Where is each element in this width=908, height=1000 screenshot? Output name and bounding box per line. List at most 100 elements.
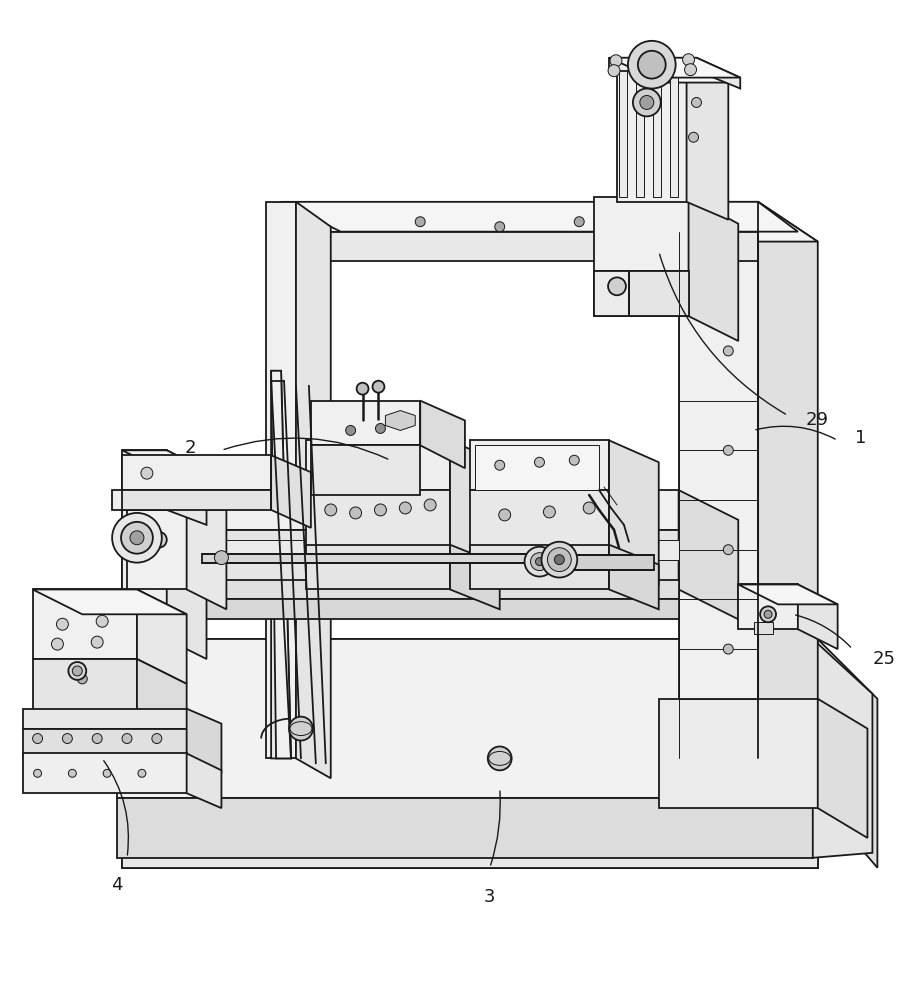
Polygon shape	[813, 639, 873, 858]
Circle shape	[633, 89, 661, 116]
Circle shape	[33, 734, 43, 744]
Polygon shape	[271, 371, 291, 758]
Polygon shape	[688, 197, 738, 341]
Circle shape	[685, 64, 696, 76]
Polygon shape	[670, 68, 677, 197]
Circle shape	[139, 537, 155, 553]
Polygon shape	[122, 490, 678, 530]
Polygon shape	[167, 490, 206, 525]
Polygon shape	[122, 798, 818, 868]
Polygon shape	[137, 589, 187, 684]
Polygon shape	[450, 545, 499, 609]
Circle shape	[637, 51, 666, 79]
Polygon shape	[738, 584, 798, 629]
Polygon shape	[678, 202, 818, 242]
Polygon shape	[33, 589, 187, 614]
Polygon shape	[738, 584, 838, 604]
Polygon shape	[112, 490, 167, 510]
Circle shape	[214, 551, 229, 565]
Circle shape	[608, 65, 620, 77]
Circle shape	[544, 506, 556, 518]
Polygon shape	[617, 63, 686, 202]
Circle shape	[91, 636, 104, 648]
Circle shape	[73, 666, 83, 676]
Polygon shape	[609, 440, 658, 584]
Polygon shape	[127, 490, 187, 589]
Circle shape	[569, 455, 579, 465]
Polygon shape	[202, 554, 539, 563]
Polygon shape	[475, 445, 599, 490]
Polygon shape	[306, 490, 450, 560]
Circle shape	[376, 423, 385, 433]
Circle shape	[555, 555, 564, 565]
Polygon shape	[122, 639, 818, 798]
Polygon shape	[281, 202, 798, 232]
Polygon shape	[470, 545, 609, 589]
Circle shape	[104, 769, 111, 777]
Circle shape	[574, 217, 584, 227]
Circle shape	[138, 769, 146, 777]
Text: 2: 2	[185, 439, 197, 457]
Circle shape	[400, 502, 411, 514]
Circle shape	[488, 746, 511, 770]
Circle shape	[536, 558, 544, 566]
Polygon shape	[23, 709, 187, 729]
Circle shape	[760, 606, 776, 622]
Polygon shape	[23, 729, 187, 758]
Polygon shape	[23, 753, 187, 793]
Circle shape	[325, 504, 337, 516]
Circle shape	[765, 610, 772, 618]
Polygon shape	[122, 580, 678, 599]
Polygon shape	[281, 202, 758, 232]
Circle shape	[374, 504, 387, 516]
Polygon shape	[122, 540, 678, 560]
Polygon shape	[617, 63, 728, 83]
Circle shape	[141, 467, 153, 479]
Polygon shape	[122, 599, 678, 619]
Circle shape	[724, 346, 734, 356]
Polygon shape	[122, 490, 271, 510]
Circle shape	[724, 644, 734, 654]
Polygon shape	[167, 450, 206, 659]
Circle shape	[583, 502, 595, 514]
Circle shape	[688, 132, 698, 142]
Polygon shape	[187, 753, 222, 808]
Polygon shape	[609, 58, 696, 71]
Polygon shape	[281, 232, 758, 261]
Polygon shape	[266, 202, 296, 758]
Polygon shape	[420, 401, 465, 468]
Circle shape	[122, 734, 132, 744]
Polygon shape	[678, 202, 758, 758]
Polygon shape	[187, 490, 226, 609]
Circle shape	[96, 615, 108, 627]
Polygon shape	[686, 63, 728, 220]
Polygon shape	[696, 58, 740, 89]
Text: 4: 4	[112, 876, 123, 894]
Polygon shape	[271, 371, 291, 758]
Circle shape	[495, 222, 505, 232]
Polygon shape	[658, 699, 818, 808]
Polygon shape	[311, 445, 420, 495]
Circle shape	[289, 717, 313, 741]
Polygon shape	[296, 202, 331, 778]
Polygon shape	[385, 411, 415, 430]
Circle shape	[548, 548, 571, 572]
Circle shape	[683, 54, 695, 66]
Circle shape	[151, 532, 167, 548]
Circle shape	[68, 662, 86, 680]
Polygon shape	[122, 798, 818, 868]
Polygon shape	[636, 68, 644, 197]
Circle shape	[357, 383, 369, 395]
Circle shape	[525, 547, 555, 577]
Polygon shape	[271, 455, 311, 528]
Polygon shape	[117, 798, 813, 858]
Circle shape	[610, 55, 622, 67]
Polygon shape	[594, 271, 629, 316]
Circle shape	[52, 638, 64, 650]
Circle shape	[498, 509, 510, 521]
Ellipse shape	[489, 751, 510, 765]
Text: 25: 25	[873, 650, 895, 668]
Polygon shape	[122, 450, 206, 470]
Polygon shape	[311, 401, 420, 445]
Polygon shape	[529, 555, 654, 570]
